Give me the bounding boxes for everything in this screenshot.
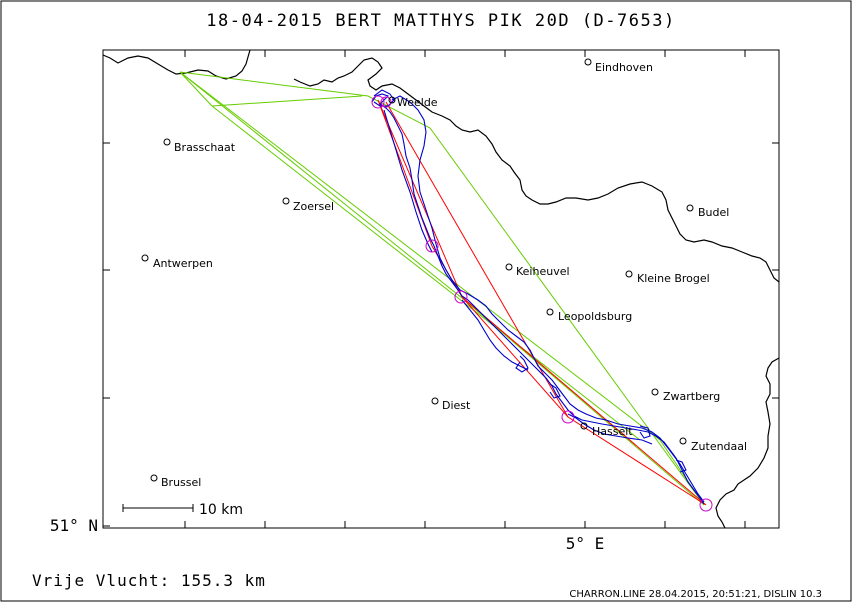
task-route — [377, 99, 707, 506]
place-marker-keiheuvel — [505, 263, 513, 271]
place-label-keiheuvel: Keiheuvel — [516, 265, 570, 278]
place-marker-kleine-brogel — [625, 270, 633, 278]
country-border — [102, 49, 780, 529]
free-flight-triangle — [179, 71, 705, 506]
place-label-weelde: Weelde — [397, 96, 438, 109]
longitude-label: 5° E — [566, 534, 605, 553]
place-label-leopoldsburg: Leopoldsburg — [558, 310, 632, 323]
turnpoint-3 — [454, 290, 468, 304]
place-label-hasselt: Hasselt — [592, 425, 633, 438]
place-marker-brasschaat — [163, 138, 171, 146]
place-marker-hasselt — [580, 422, 588, 430]
place-label-zutendaal: Zutendaal — [691, 440, 747, 453]
flight-track — [371, 89, 705, 505]
place-marker-antwerpen — [141, 254, 149, 262]
place-marker-brussel — [150, 474, 158, 482]
place-label-eindhoven: Eindhoven — [595, 61, 653, 74]
place-marker-zutendaal — [679, 437, 687, 445]
map-title: 18-04-2015 BERT MATTHYS PIK 20D (D-7653) — [206, 11, 675, 31]
place-marker-budel — [686, 204, 694, 212]
place-label-budel: Budel — [698, 206, 729, 219]
turnpoint-weelde — [380, 96, 392, 108]
places: Eindhoven Weelde Brasschaat Zoersel Bude… — [141, 58, 747, 489]
axis-ticks — [103, 50, 779, 528]
scale-bar: 10 km — [122, 502, 243, 518]
place-marker-zwartberg — [651, 388, 659, 396]
place-label-antwerpen: Antwerpen — [153, 257, 213, 270]
footer-credit: CHARRON.LINE 28.04.2015, 20:51:21, DISLI… — [569, 589, 822, 600]
place-label-diest: Diest — [442, 399, 471, 412]
scale-bar-label: 10 km — [199, 502, 243, 518]
place-marker-zoersel — [282, 197, 290, 205]
turnpoint-start — [371, 95, 385, 109]
place-marker-leopoldsburg — [546, 308, 554, 316]
turnpoints — [371, 95, 713, 512]
place-label-zoersel: Zoersel — [293, 200, 334, 213]
free-flight-distance: Vrije Vlucht: 155.3 km — [32, 571, 266, 590]
latitude-label: 51° N — [50, 516, 98, 535]
place-marker-weelde — [388, 96, 396, 104]
place-label-zwartberg: Zwartberg — [663, 390, 720, 403]
turnpoint-finish — [699, 498, 713, 512]
place-label-brussel: Brussel — [161, 476, 201, 489]
place-label-brasschaat: Brasschaat — [174, 141, 236, 154]
plot-frame — [102, 49, 780, 529]
place-marker-diest — [431, 397, 439, 405]
place-label-kleine-brogel: Kleine Brogel — [637, 272, 710, 285]
place-marker-eindhoven — [584, 58, 592, 66]
turnpoint-2 — [425, 239, 439, 253]
turnpoint-4 — [561, 410, 575, 424]
